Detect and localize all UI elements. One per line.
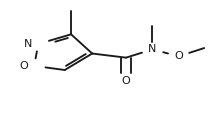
Text: O: O	[174, 51, 183, 61]
Text: O: O	[20, 61, 28, 71]
Text: O: O	[122, 76, 130, 86]
Text: N: N	[148, 44, 157, 54]
Text: N: N	[24, 39, 32, 49]
